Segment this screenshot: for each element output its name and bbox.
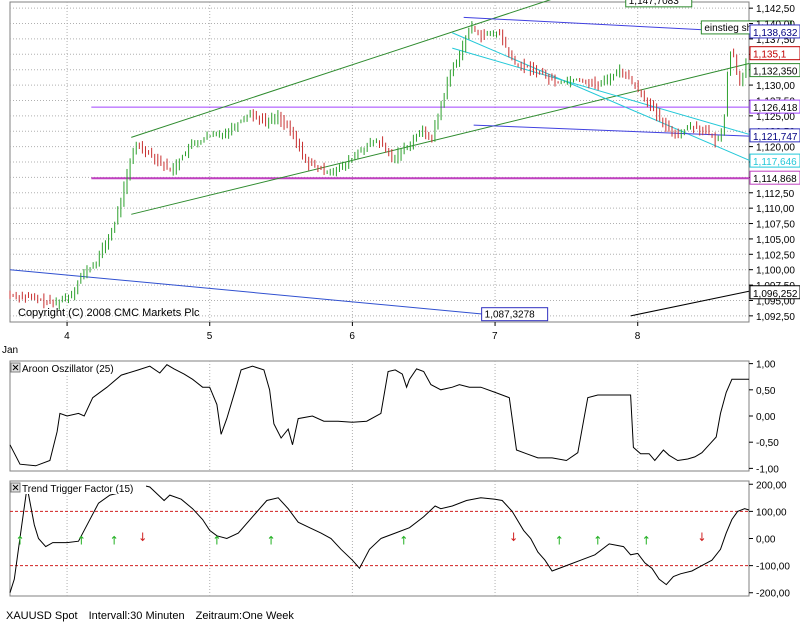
price-level-box-5 <box>749 153 800 168</box>
chart-label-box-0 <box>625 0 693 8</box>
sell-signal-arrow-icon-7 <box>511 532 516 542</box>
status-symbol: XAUUSD Spot <box>6 610 78 622</box>
price-y-tick-label-2: 1,137,50 <box>756 35 795 46</box>
price-y-tick-label-9: 1,120,00 <box>756 143 795 154</box>
status-timeframe: Zeitraum:One Week <box>195 610 294 622</box>
price-level-labels: 1,138,632 1,135,1 1,132,350 1,126,418 1,121,… <box>749 24 800 300</box>
x-tick-label-1: 5 <box>207 331 213 342</box>
price-grid <box>10 2 749 322</box>
price-y-tick-label-16: 1,102,50 <box>756 250 795 261</box>
price-y-tick-label-5: 1,130,00 <box>756 81 795 92</box>
price-level-label-4: 1,121,747 <box>753 132 798 143</box>
chart-label-box-1 <box>481 307 549 322</box>
buy-signal-arrow-icon-9 <box>595 535 601 545</box>
aroon-series-line <box>9 364 749 467</box>
ttf-signal-arrows <box>17 532 705 545</box>
ttf-close-x-icon <box>12 484 19 491</box>
price-y-tick-label-13: 1,110,00 <box>756 204 795 215</box>
aroon-y-tick-label-4: -1,00 <box>756 464 779 475</box>
trend-line-2[interactable] <box>452 32 750 161</box>
status-bar: XAUUSD Spot Intervall:30 Minuten Zeitrau… <box>6 610 302 622</box>
price-level-label-2: 1,132,350 <box>753 67 798 78</box>
ttf-y-tick-label-2: 0,00 <box>756 535 776 546</box>
ttf-y-axis: 200,00 100,00 0,00 -100,00 -200,00 <box>749 480 790 600</box>
chart-label-0: 1,147,7083 <box>629 0 679 7</box>
price-y-tick-label-15: 1,105,00 <box>756 235 795 246</box>
ttf-panel[interactable]: 200,00 100,00 0,00 -100,00 -200,00 Trend Tri… <box>9 480 790 600</box>
price-level-box-3 <box>749 99 800 114</box>
x-month-label: Jan <box>2 345 18 356</box>
aroon-y-tick-label-2: 0,00 <box>756 412 776 423</box>
price-y-tick-label-17: 1,100,00 <box>756 266 795 277</box>
ttf-panel-title: Trend Trigger Factor (15) <box>22 484 133 495</box>
price-level-label-1: 1,135,1 <box>753 50 787 61</box>
chart-label-2: einstieg short <box>704 23 764 34</box>
price-level-box-4 <box>749 128 800 143</box>
aroon-panel-title: Aroon Oszillator (25) <box>22 364 114 375</box>
buy-signal-arrow-icon-8 <box>556 535 562 545</box>
ttf-y-tick-label-0: 200,00 <box>756 480 787 491</box>
ttf-grid <box>66 481 639 596</box>
x-tick-label-3: 7 <box>492 331 498 342</box>
chart-label-1: 1,087,3278 <box>485 310 535 321</box>
price-level-box-2 <box>749 63 800 78</box>
price-y-tick-label-19: 1,095,00 <box>756 296 795 307</box>
price-level-label-6: 1,114,868 <box>753 174 797 185</box>
price-level-box-7 <box>749 285 800 300</box>
aroon-y-tick-label-1: 0,50 <box>756 386 776 397</box>
buy-signal-arrow-icon-1 <box>78 535 84 545</box>
price-level-box-1 <box>749 46 800 61</box>
ttf-y-tick-label-1: 100,00 <box>756 507 787 518</box>
ttf-series-line <box>9 483 750 593</box>
price-y-tick-label-12: 1,112,50 <box>756 189 795 200</box>
sell-signal-arrow-icon-11 <box>699 532 705 542</box>
price-y-tick-label-20: 1,092,50 <box>756 312 795 323</box>
aroon-close-x-icon <box>12 364 19 371</box>
aroon-y-tick-label-0: 1,00 <box>756 360 776 371</box>
ttf-reference-lines <box>10 510 749 567</box>
status-interval: Intervall:30 Minuten <box>88 610 185 622</box>
buy-signal-arrow-icon-2 <box>111 535 117 545</box>
ttf-y-tick-label-4: -200,00 <box>756 589 790 600</box>
price-level-box-6 <box>749 170 800 185</box>
chart-canvas[interactable]: 1,147,7083 1,087,3278 einstieg short 1,142… <box>0 0 800 610</box>
price-level-label-7: 1,096,252 <box>753 289 798 300</box>
buy-signal-arrow-icon-4 <box>214 535 220 545</box>
price-y-tick-label-7: 1,125,00 <box>756 112 795 123</box>
buy-signal-arrow-icon-10 <box>643 535 649 545</box>
price-level-label-5: 1,117,646 <box>753 157 797 168</box>
aroon-y-tick-label-3: -0,50 <box>756 438 779 449</box>
price-panel[interactable]: 1,147,7083 1,087,3278 einstieg short 1,142… <box>9 0 800 323</box>
price-y-tick-label-0: 1,142,50 <box>756 4 795 15</box>
x-tick-label-4: 8 <box>635 331 641 342</box>
buy-signal-arrow-icon-0 <box>17 535 23 545</box>
trend-line-7[interactable] <box>630 290 750 317</box>
copyright-text: Copyright (C) 2008 CMC Markets Plc <box>18 307 200 319</box>
price-level-label-0: 1,138,632 <box>753 28 798 39</box>
aroon-panel[interactable]: 1,00 0,50 0,00 -0,50 -1,00 Aroon Oszillator … <box>9 360 779 476</box>
buy-signal-arrow-icon-6 <box>401 535 407 545</box>
sell-signal-arrow-icon-3 <box>140 532 146 542</box>
aroon-y-axis: 1,00 0,50 0,00 -0,50 -1,00 <box>749 360 779 475</box>
x-tick-label-0: 4 <box>64 331 70 342</box>
price-bars <box>9 21 747 310</box>
trend-line-6[interactable] <box>9 269 503 317</box>
trend-line-3[interactable] <box>452 47 750 135</box>
price-level-box-0 <box>749 24 800 39</box>
trend-line-1[interactable] <box>131 63 750 215</box>
ttf-y-tick-label-3: -100,00 <box>756 562 790 573</box>
x-axis: 4 5 6 7 8 <box>64 322 641 342</box>
trend-line-0[interactable] <box>131 0 627 138</box>
x-tick-label-2: 6 <box>349 331 355 342</box>
price-y-tick-label-14: 1,107,50 <box>756 220 795 231</box>
buy-signal-arrow-icon-5 <box>268 535 274 545</box>
price-level-label-3: 1,126,418 <box>753 103 798 114</box>
